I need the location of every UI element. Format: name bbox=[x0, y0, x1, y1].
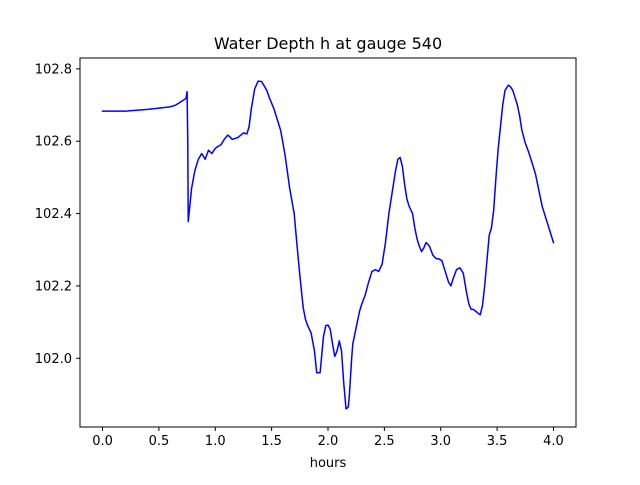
x-tick-label: 2.0 bbox=[318, 434, 339, 449]
x-axis: 0.0 0.5 1.0 1.5 2.0 2.5 3.0 3.5 4.0 bbox=[92, 427, 564, 449]
x-tick-label: 3.0 bbox=[430, 434, 451, 449]
x-tick-label: 3.5 bbox=[487, 434, 508, 449]
x-tick-label: 1.0 bbox=[205, 434, 226, 449]
y-tick-label: 102.6 bbox=[35, 135, 72, 150]
y-tick-label: 102.8 bbox=[35, 62, 72, 77]
chart-title: Water Depth h at gauge 540 bbox=[214, 34, 442, 53]
x-tick-label: 0.5 bbox=[149, 434, 170, 449]
y-tick-label: 102.0 bbox=[35, 352, 72, 367]
y-axis: 102.0 102.2 102.4 102.6 102.8 bbox=[35, 62, 80, 367]
x-tick-label: 4.0 bbox=[543, 434, 564, 449]
x-tick-label: 1.5 bbox=[261, 434, 282, 449]
x-tick-label: 0.0 bbox=[92, 434, 113, 449]
y-tick-label: 102.2 bbox=[35, 279, 72, 294]
x-axis-label: hours bbox=[310, 456, 347, 471]
y-tick-label: 102.4 bbox=[35, 207, 72, 222]
series-layer bbox=[101, 80, 555, 410]
x-tick-label: 2.5 bbox=[374, 434, 395, 449]
series-line-1 bbox=[101, 80, 555, 410]
